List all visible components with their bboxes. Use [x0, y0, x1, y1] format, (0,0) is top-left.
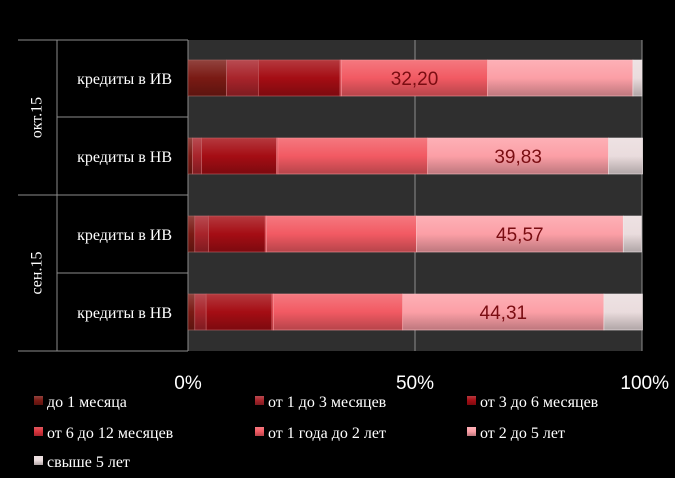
bar-segment [187, 59, 227, 97]
x-axis-ticks: 0% 50% 100% [174, 373, 669, 394]
legend-swatch [467, 396, 476, 405]
group-label: окт.15 [29, 97, 46, 138]
group-labels: окт.15 сен.15 [29, 97, 46, 295]
bar-segment [194, 215, 209, 253]
legend-item: от 1 до 3 месяцев [255, 394, 387, 411]
category-axis-frame [18, 39, 189, 352]
legend-swatch [467, 427, 476, 436]
bar-segment [603, 293, 643, 331]
category-labels: кредиты в ИВ кредиты в НВ кредиты в ИВ кред… [77, 71, 172, 322]
legend-swatch [255, 427, 264, 436]
bar-segment [341, 59, 488, 97]
bar-segment [226, 59, 259, 97]
bar-segment [277, 137, 429, 175]
bars: 32,20 39,83 45,57 44,31 [187, 59, 643, 331]
bar-segment [402, 293, 605, 331]
legend-swatch [255, 396, 264, 405]
data-label: 45,57 [496, 225, 544, 246]
legend-item: от 3 до 6 месяцев [467, 394, 599, 411]
legend-label: от 2 до 5 лет [480, 425, 565, 442]
bar-segment [273, 293, 404, 331]
legend-item: от 1 года до 2 лет [255, 425, 386, 442]
data-label: 32,20 [391, 69, 439, 90]
bar-segment [608, 137, 643, 175]
legend-item: от 2 до 5 лет [467, 425, 565, 442]
bar-segment [622, 215, 642, 253]
legend-item: от 6 до 12 месяцев [34, 425, 174, 442]
data-label: 39,83 [494, 147, 542, 168]
category-label: кредиты в ИВ [77, 71, 172, 88]
legend-swatch [34, 456, 43, 465]
x-tick-label: 0% [174, 373, 202, 394]
bar-segment [487, 59, 634, 97]
legend-label: от 3 до 6 месяцев [480, 394, 599, 411]
legend-item: свыше 5 лет [34, 454, 130, 471]
bar-segment [194, 293, 207, 331]
bar-segment [201, 137, 277, 175]
legend-item: до 1 месяца [34, 394, 127, 411]
x-tick-label: 100% [620, 373, 669, 394]
bar-segment [427, 137, 609, 175]
legend-label: от 1 года до 2 лет [268, 425, 386, 442]
x-tick-label: 50% [396, 373, 434, 394]
legend: до 1 месяца от 1 до 3 месяцев от 3 до 6 ме… [34, 394, 599, 471]
bar-segment [266, 215, 417, 253]
category-label: кредиты в ИВ [77, 227, 172, 244]
bar-segment [205, 293, 273, 331]
legend-label: свыше 5 лет [47, 454, 130, 471]
bar-segment [632, 59, 643, 97]
legend-swatch [34, 396, 43, 405]
legend-swatch [34, 427, 43, 436]
data-label: 44,31 [480, 303, 528, 324]
group-label: сен.15 [29, 252, 46, 295]
bar-segment [187, 293, 196, 331]
legend-label: до 1 месяца [47, 394, 127, 411]
bar-segment [258, 59, 341, 97]
bar-segment [187, 215, 196, 253]
bar-segment [416, 215, 624, 253]
bar-segment [187, 137, 193, 175]
legend-label: от 6 до 12 месяцев [47, 425, 174, 442]
category-label: кредиты в НВ [77, 149, 172, 166]
legend-label: от 1 до 3 месяцев [268, 394, 387, 411]
bar-segment [208, 215, 266, 253]
category-label: кредиты в НВ [77, 305, 172, 322]
bar-segment [192, 137, 202, 175]
